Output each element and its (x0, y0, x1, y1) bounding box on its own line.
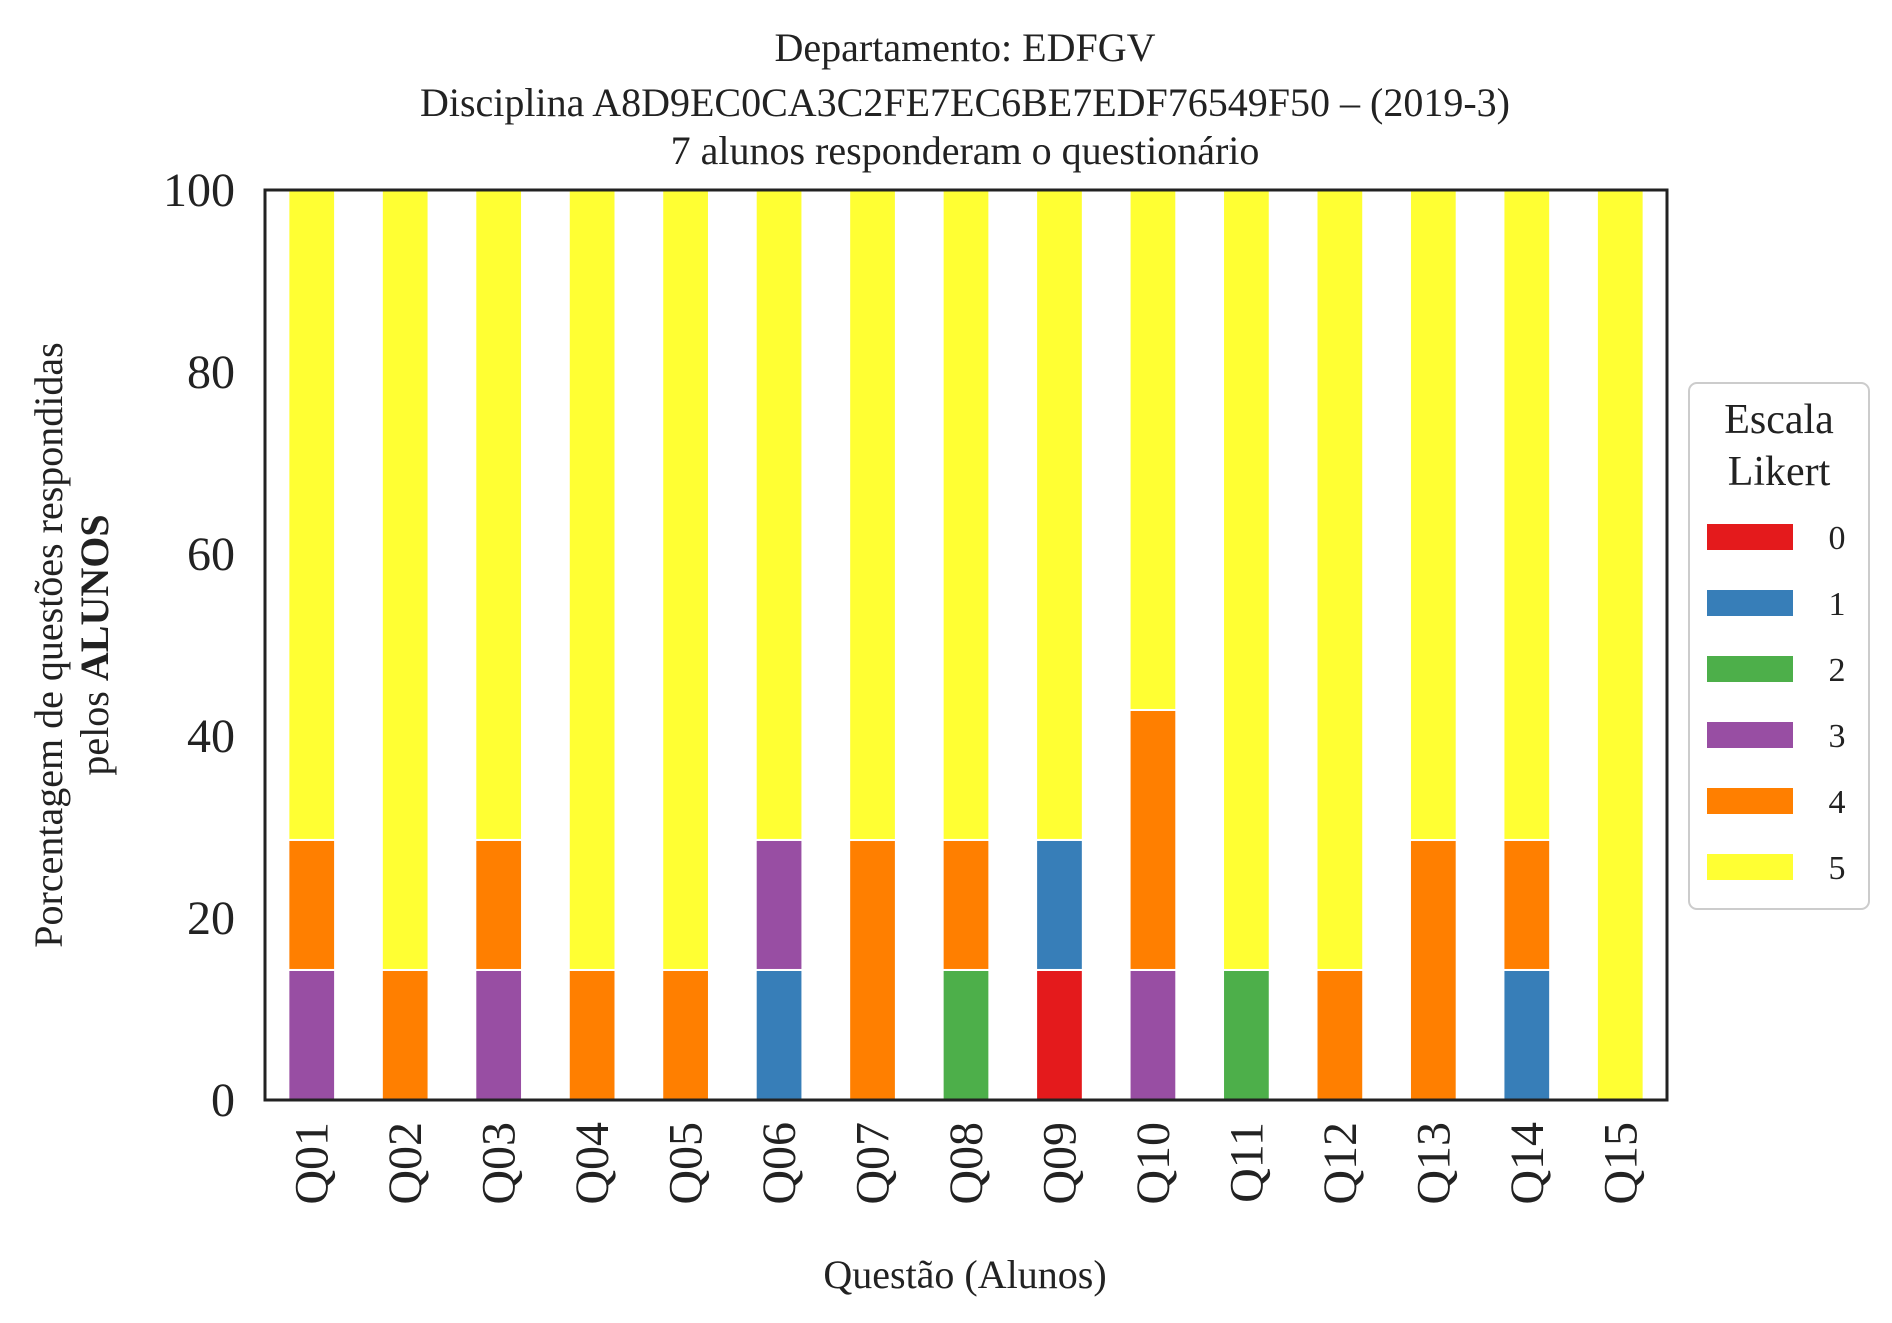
y-tick-label: 0 (211, 1074, 235, 1127)
x-tick-label-q10: Q10 (1127, 1122, 1180, 1205)
legend-title-line1: Escala (1724, 397, 1834, 443)
legend: Escala Likert 0 1 2 3 4 5 (1688, 382, 1870, 910)
y-axis-label-bold: ALUNOS (72, 514, 117, 681)
y-tick-label: 100 (163, 164, 235, 217)
legend-label-2: 2 (1829, 652, 1846, 689)
bar-segment-q09-likert-1 (1035, 838, 1084, 971)
bar-segment-q08-likert-4 (941, 838, 991, 971)
y-axis-label-line1: Porcentagem de questões respondidas (26, 342, 71, 947)
bar-segment-q06-likert-5 (754, 188, 804, 841)
legend-box (1688, 382, 1870, 910)
bar-segment-q01-likert-4 (287, 838, 337, 971)
bar-segment-q04-likert-4 (567, 968, 617, 1101)
y-axis-label: Porcentagem de questões respondidas pelo… (26, 342, 117, 947)
x-tick-label-q01: Q01 (286, 1122, 339, 1205)
x-tick-label-q04: Q04 (566, 1122, 619, 1205)
bar-segment-q03-likert-3 (474, 968, 524, 1101)
bar-segment-q10-likert-5 (1128, 189, 1178, 711)
y-axis-label-prefix: pelos (72, 681, 117, 775)
legend-swatch-3 (1707, 722, 1793, 748)
x-tick-label-q05: Q05 (660, 1122, 713, 1205)
bar-segment-q03-likert-4 (474, 838, 524, 971)
legend-label-0: 0 (1829, 520, 1846, 557)
legend-items: 0 1 2 3 4 5 (1707, 520, 1846, 887)
legend-label-3: 3 (1829, 718, 1846, 755)
title-line-2: Disciplina A8D9EC0CA3C2FE7EC6BE7EDF76549… (419, 80, 1511, 125)
x-tick-label-q08: Q08 (940, 1122, 993, 1205)
bar-segment-q14-likert-5 (1502, 188, 1552, 841)
x-axis-label: Questão (Alunos) (823, 1252, 1106, 1297)
bar-segment-q02-likert-4 (380, 968, 430, 1101)
x-tick-label-q15: Q15 (1594, 1122, 1647, 1205)
bars-layer (287, 188, 1645, 1101)
legend-label-1: 1 (1829, 586, 1846, 623)
bar-segment-q03-likert-5 (474, 188, 524, 841)
legend-swatch-4 (1707, 788, 1793, 814)
x-tick-label-q12: Q12 (1314, 1122, 1367, 1205)
bar-segment-q14-likert-4 (1502, 838, 1552, 971)
bar-segment-q13-likert-4 (1408, 839, 1458, 1101)
x-tick-label-q03: Q03 (473, 1122, 526, 1205)
x-tick-label-q14: Q14 (1501, 1122, 1554, 1205)
title-line-3: 7 alunos responderam o questionário (670, 128, 1260, 173)
legend-swatch-2 (1707, 656, 1793, 682)
legend-title-line2: Likert (1728, 449, 1831, 495)
title-line-1: Departamento: EDFGV (774, 25, 1156, 70)
plot-frame (263, 188, 1669, 1102)
bar-segment-q05-likert-4 (661, 968, 710, 1101)
y-tick-label: 40 (187, 710, 235, 763)
bar-segment-q04-likert-5 (567, 189, 617, 971)
legend-label-4: 4 (1829, 784, 1846, 821)
bar-segment-q06-likert-1 (754, 968, 804, 1101)
bar-segment-q08-likert-2 (941, 968, 991, 1101)
bar-segment-q02-likert-5 (380, 189, 430, 971)
bar-segment-q10-likert-4 (1128, 708, 1178, 971)
bar-segment-q01-likert-5 (287, 188, 337, 841)
x-tick-label-q02: Q02 (379, 1122, 432, 1205)
y-tick-label: 20 (187, 892, 235, 945)
bar-segment-q05-likert-5 (661, 189, 710, 971)
x-tick-label-q06: Q06 (753, 1122, 806, 1205)
bar-segment-q07-likert-4 (848, 839, 897, 1101)
legend-swatch-1 (1707, 590, 1793, 616)
bar-segment-q12-likert-5 (1315, 189, 1365, 971)
bar-segment-q09-likert-5 (1035, 188, 1084, 841)
x-tick-label-q13: Q13 (1407, 1122, 1460, 1205)
bar-segment-q06-likert-3 (754, 838, 804, 971)
legend-label-5: 5 (1829, 850, 1846, 887)
y-ticks: 0 20 40 60 80 100 (163, 164, 235, 1127)
y-tick-label: 80 (187, 346, 235, 399)
bar-segment-q13-likert-5 (1408, 189, 1458, 842)
x-tick-label-q11: Q11 (1220, 1122, 1273, 1203)
x-tick-label-q07: Q07 (847, 1122, 900, 1205)
bar-segment-q08-likert-5 (941, 188, 991, 841)
legend-swatch-5 (1707, 854, 1793, 880)
bar-segment-q11-likert-2 (1222, 968, 1271, 1101)
bar-segment-q14-likert-1 (1502, 968, 1552, 1101)
bar-segment-q12-likert-4 (1315, 968, 1365, 1101)
bar-segment-q09-likert-0 (1035, 968, 1084, 1101)
bar-segment-q15-likert-5 (1595, 189, 1645, 1101)
legend-swatch-0 (1707, 524, 1793, 550)
bar-segment-q01-likert-3 (287, 968, 337, 1101)
bar-segment-q11-likert-5 (1222, 189, 1271, 971)
y-tick-label: 60 (187, 528, 235, 581)
y-axis-label-line2: pelos ALUNOS (72, 514, 117, 775)
bar-segment-q07-likert-5 (848, 189, 897, 842)
bar-segment-q10-likert-3 (1128, 968, 1178, 1101)
x-tick-label-q09: Q09 (1033, 1122, 1086, 1205)
x-ticks: Q01 Q02 Q03 Q04 Q05 Q06 Q07 Q08 Q09 Q10 Q11 Q12 Q13 Q… (286, 1122, 1648, 1205)
